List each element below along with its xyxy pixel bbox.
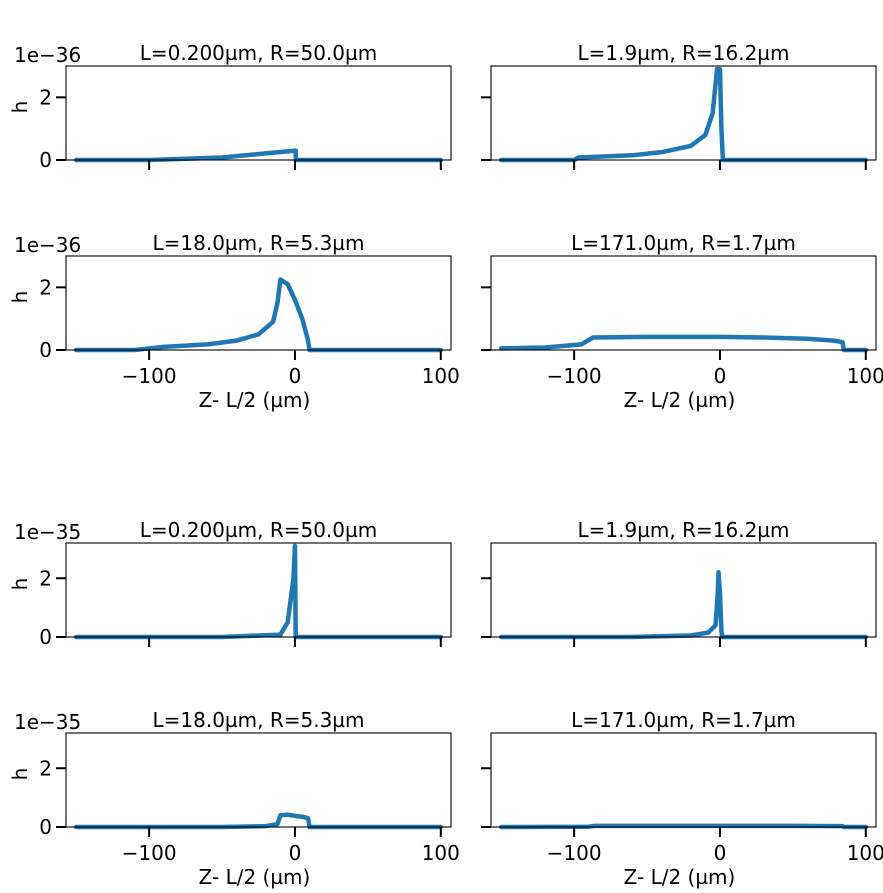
panel-title-g1-p4: L=171.0µm, R=1.7µm: [571, 231, 796, 255]
x-tick-label-g2-p3-100: 100: [422, 841, 460, 865]
panel-title-g2-p1: L=0.200µm, R=50.0µm: [140, 518, 377, 542]
x-tick-label-g1-p3-0: 0: [289, 364, 302, 388]
series-line-g2-p1: [73, 543, 444, 640]
axes-frame-g2-p3: [65, 732, 452, 828]
x-axis-label-g1-p3: Z- L/2 (µm): [199, 388, 311, 412]
y-tick-label-g2-p3-0: 0: [39, 815, 52, 839]
y-offset-label-g2-p1: 1e−35: [14, 520, 81, 544]
y-offset-label-g2-p3: 1e−35: [14, 710, 81, 734]
x-tick-label-g1-p4--100: −100: [547, 364, 602, 388]
axes-frame-g2-p2: [490, 542, 877, 638]
y-tick-label-g1-p3-0: 0: [39, 338, 52, 362]
x-tick-label-g2-p3--100: −100: [122, 841, 177, 865]
axes-frame-g1-p1: [65, 65, 452, 161]
x-tick-label-g2-p3-0: 0: [289, 841, 302, 865]
y-axis-label-g2-p3: h: [8, 768, 32, 781]
y-tick-label-g2-p1-0: 0: [39, 625, 52, 649]
panel-title-g2-p4: L=171.0µm, R=1.7µm: [571, 708, 796, 732]
x-tick-label-g2-p4-100: 100: [847, 841, 883, 865]
series-line-g1-p4: [498, 334, 869, 353]
series-line-g2-p2: [498, 570, 869, 640]
x-tick-label-g2-p4-0: 0: [714, 841, 727, 865]
y-tick-label-g1-p3-2: 2: [39, 275, 52, 299]
y-offset-label-g1-p1: 1e−36: [14, 43, 81, 67]
y-tick-label-g1-p1-0: 0: [39, 148, 52, 172]
panel-title-g2-p2: L=1.9µm, R=16.2µm: [577, 518, 789, 542]
axes-frame-g1-p2: [490, 65, 877, 161]
x-tick-label-g2-p4--100: −100: [547, 841, 602, 865]
x-tick-label-g1-p4-100: 100: [847, 364, 883, 388]
x-axis-label-g1-p4: Z- L/2 (µm): [624, 388, 736, 412]
axes-frame-g1-p4: [490, 255, 877, 351]
x-tick-label-g1-p4-0: 0: [714, 364, 727, 388]
panel-title-g1-p2: L=1.9µm, R=16.2µm: [577, 41, 789, 65]
x-axis-label-g2-p4: Z- L/2 (µm): [624, 865, 736, 889]
x-tick-label-g1-p3-100: 100: [422, 364, 460, 388]
panel-title-g2-p3: L=18.0µm, R=5.3µm: [152, 708, 364, 732]
panel-title-g1-p1: L=0.200µm, R=50.0µm: [140, 41, 377, 65]
panel-title-g1-p3: L=18.0µm, R=5.3µm: [152, 231, 364, 255]
x-axis-label-g2-p3: Z- L/2 (µm): [199, 865, 311, 889]
y-tick-label-g2-p1-2: 2: [39, 566, 52, 590]
y-tick-label-g1-p1-2: 2: [39, 85, 52, 109]
y-offset-label-g1-p3: 1e−36: [14, 233, 81, 257]
series-line-g2-p3: [73, 812, 444, 830]
y-axis-label-g1-p1: h: [8, 101, 32, 114]
axes-frame-g2-p1: [65, 542, 452, 638]
axes-frame-g1-p3: [65, 255, 452, 351]
x-tick-label-g1-p3--100: −100: [122, 364, 177, 388]
y-axis-label-g2-p1: h: [8, 578, 32, 591]
y-tick-label-g2-p3-2: 2: [39, 756, 52, 780]
series-line-g1-p3: [73, 277, 444, 353]
series-line-g1-p1: [73, 148, 444, 163]
y-axis-label-g1-p3: h: [8, 291, 32, 304]
axes-frame-g2-p4: [490, 732, 877, 828]
series-line-g1-p2: [498, 66, 869, 163]
